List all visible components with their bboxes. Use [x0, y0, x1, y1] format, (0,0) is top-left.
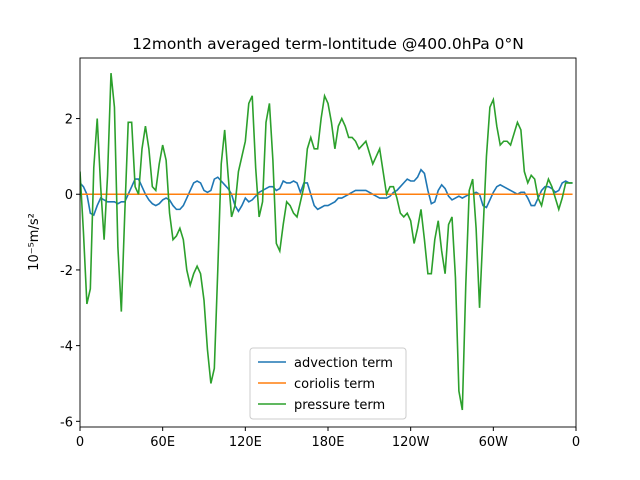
y-tick-label: 2	[65, 113, 73, 128]
series-line	[80, 73, 573, 411]
legend-label: pressure term	[294, 398, 385, 413]
x-tick-label: 0	[572, 435, 580, 450]
x-tick-label: 60W	[479, 435, 509, 450]
plot-lines	[80, 73, 573, 411]
x-tick-label: 120E	[229, 435, 262, 450]
series-line	[80, 168, 573, 217]
x-tick-label: 120W	[392, 435, 430, 450]
x-tick-label: 60E	[150, 435, 175, 450]
y-tick-label: -2	[60, 264, 73, 279]
legend-label: advection term	[294, 356, 393, 371]
y-tick-label: -6	[60, 415, 73, 430]
chart-title: 12month averaged term-lontitude @400.0hP…	[132, 35, 524, 53]
y-tick-label: 0	[65, 188, 73, 203]
x-tick-label: 0	[76, 435, 84, 450]
y-axis-label: 10⁻⁵m/s²	[27, 213, 42, 271]
x-tick-label: 180E	[311, 435, 344, 450]
legend-box	[249, 347, 407, 420]
legend-label: coriolis term	[294, 377, 375, 392]
y-tick-label: -4	[60, 340, 73, 355]
